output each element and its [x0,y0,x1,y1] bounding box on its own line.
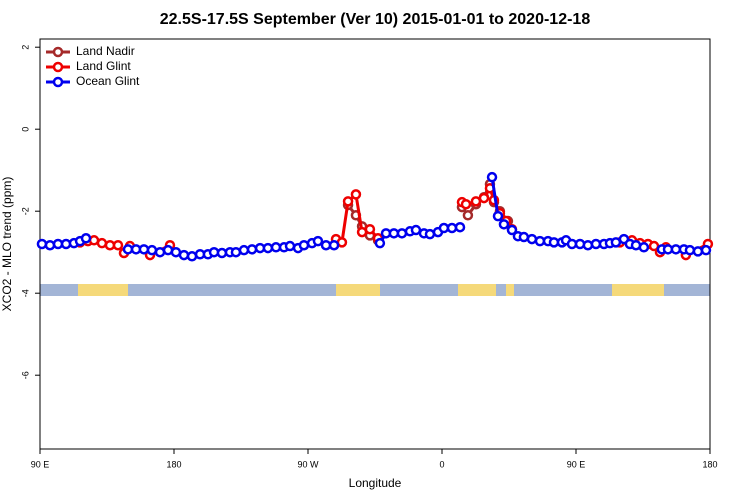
x-tick-label: 90 W [297,459,319,469]
data-point [246,244,258,255]
data-point [638,242,650,253]
land-band [506,284,514,296]
x-tick-label: 90 E [31,459,50,469]
legend-label: Land Glint [76,59,131,73]
y-tick-label: -2 [20,207,30,215]
data-point [138,244,150,255]
data-point [350,189,362,200]
data-point [96,237,108,249]
legend-marker [52,61,64,73]
legend-label: Land Nadir [76,44,135,58]
data-point [684,244,696,256]
data-point [178,249,190,261]
x-tick-label: 180 [702,459,717,469]
data-point [216,247,228,259]
data-point [700,244,712,256]
data-point [364,223,376,235]
data-point [230,246,242,258]
data-point [692,246,704,257]
data-point [80,233,92,244]
data-point [446,222,458,234]
chart-title: 22.5S-17.5S September (Ver 10) 2015-01-0… [160,11,591,28]
data-point [186,251,198,262]
data-point [262,242,274,254]
data-point [112,239,124,251]
data-point [424,228,436,240]
data-point [486,171,498,183]
data-point [492,210,504,222]
data-point [44,239,56,251]
legend-label: Ocean Glint [76,74,140,88]
data-point [582,239,594,251]
land-ocean-strip [40,284,710,296]
data-point [410,224,422,236]
data-point [462,210,474,221]
data-point [396,228,408,239]
land-band [336,284,380,296]
y-tick-label: -6 [20,371,30,379]
x-tick-label: 90 E [567,459,586,469]
y-axis-label: XCO2 - MLO trend (ppm) [0,177,14,312]
data-point [154,246,166,258]
data-point [454,221,466,233]
y-tick-label: 2 [20,45,30,50]
data-point [342,196,354,207]
data-point [518,231,530,243]
data-point [374,237,386,249]
data-point [498,219,510,230]
land-band [78,284,128,296]
x-tick-label: 180 [166,459,181,469]
data-point [470,196,482,207]
data-point [238,244,250,256]
data-point [610,237,622,248]
y-tick-label: -4 [20,289,30,297]
data-point [328,239,340,251]
land-band [612,284,664,296]
data-point [312,235,324,247]
legend-marker [52,46,64,58]
y-tick-label: 0 [20,127,30,132]
data-point [284,240,296,252]
legend-marker [52,76,64,88]
data-point [460,198,472,210]
land-band [458,284,496,296]
data-point [146,244,158,256]
data-point [506,224,518,236]
x-axis-label: Longitude [349,476,402,490]
data-point [298,239,310,251]
data-point [526,233,538,245]
data-point [36,238,48,250]
data-point [478,192,490,204]
x-tick-label: 0 [439,459,444,469]
